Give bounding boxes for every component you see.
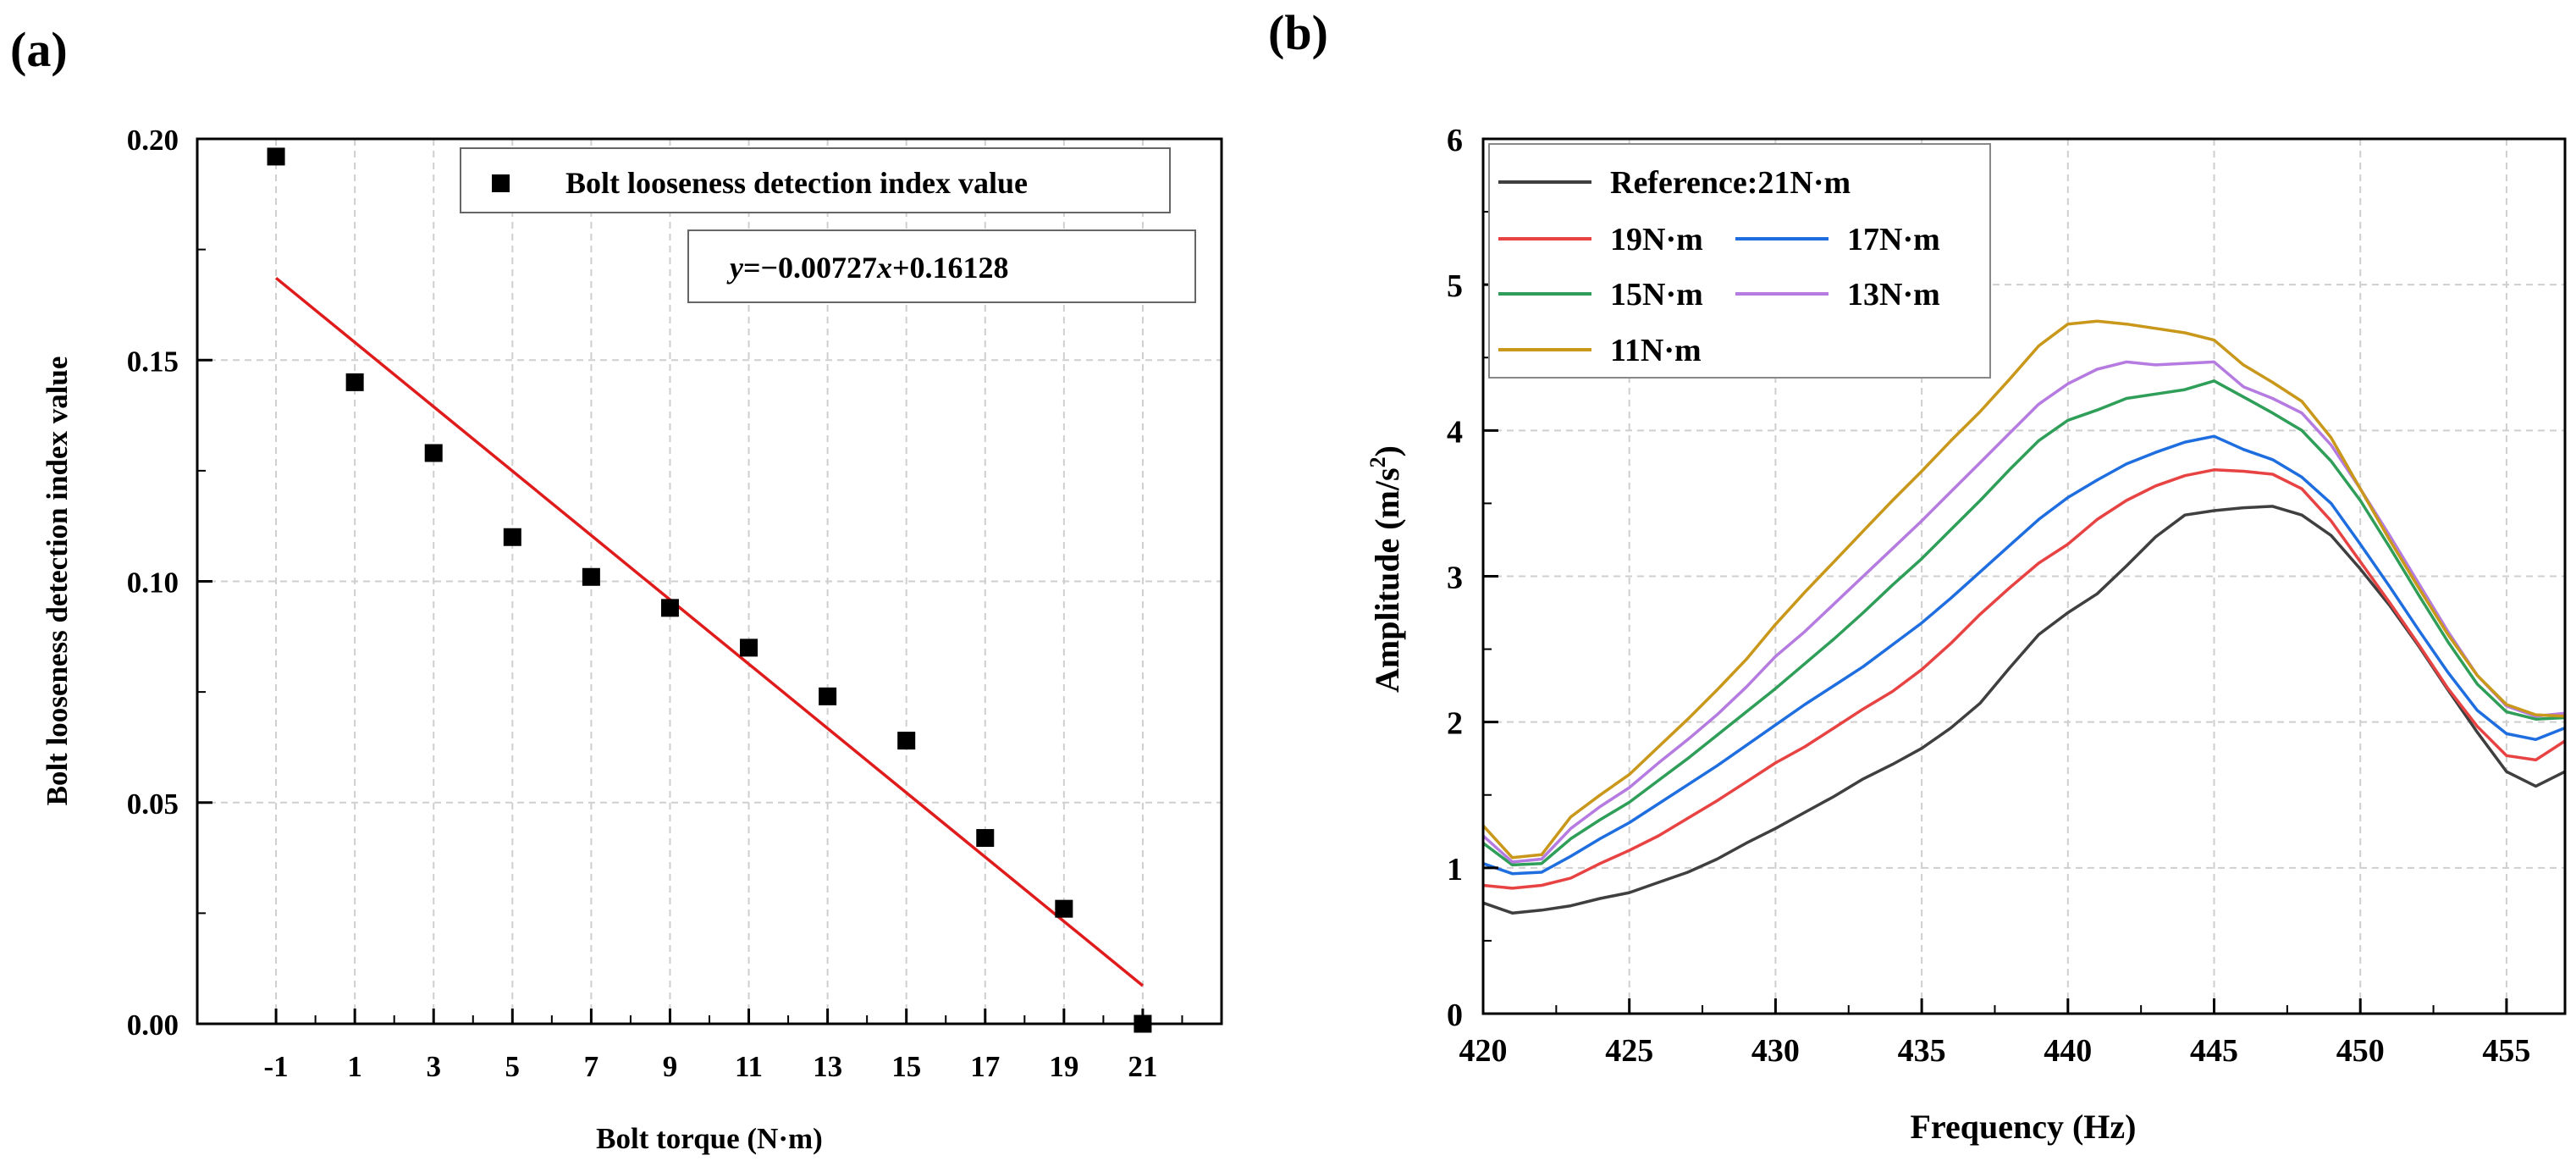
y-tick-label: 5 xyxy=(1447,268,1463,304)
data-point xyxy=(345,373,364,391)
legend-label-2: 17N·m xyxy=(1847,222,1940,257)
fit-line xyxy=(274,276,1145,987)
x-tick-label: 21 xyxy=(1128,1050,1157,1083)
x-tick-label: 430 xyxy=(1751,1033,1800,1069)
panel-a-y-axis-title: Bolt looseness detection index value xyxy=(41,357,74,806)
x-tick-label: 445 xyxy=(2190,1033,2238,1069)
y-tick-label: 1 xyxy=(1447,852,1463,887)
legend-label-3: 15N·m xyxy=(1610,277,1703,312)
y-axis-title-close: ) xyxy=(1368,445,1406,456)
data-point xyxy=(267,147,285,166)
x-tick-label: 15 xyxy=(891,1050,921,1083)
panel-a-label: (a) xyxy=(10,22,68,77)
data-point xyxy=(660,599,679,617)
panel-a-equation-text: y=−0.00727x+0.16128 xyxy=(726,251,1009,285)
data-point xyxy=(819,687,837,705)
x-tick-label: 420 xyxy=(1459,1033,1508,1069)
y-tick-label: 0.15 xyxy=(127,345,179,378)
x-tick-label: 11 xyxy=(735,1050,763,1083)
panel-a-x-axis-title: Bolt torque (N·m) xyxy=(596,1122,823,1155)
equation-intercept: +0.16128 xyxy=(892,251,1009,285)
panel-b-x-axis-title: Frequency (Hz) xyxy=(1911,1108,2137,1146)
legend-label-0: Reference:21N·m xyxy=(1610,165,1851,201)
series-line-4 xyxy=(1481,360,2566,864)
panel-b-y-axis-title: Amplitude (m/s2) xyxy=(1365,445,1406,693)
panel-b-legend: Reference:21N·m 19N·m 17N·m 15N·m 13N·m 11N·m xyxy=(1488,143,1991,379)
y-axis-title-main: Amplitude (m/s xyxy=(1368,467,1406,693)
x-tick-label: 7 xyxy=(584,1050,599,1083)
series-line-5 xyxy=(1481,319,2566,860)
panel-b-legend-items: Reference:21N·m 19N·m 17N·m 15N·m 13N·m 11N·m xyxy=(1498,165,1940,368)
x-tick-label: -1 xyxy=(263,1050,288,1083)
y-tick-label: 0.20 xyxy=(127,124,179,157)
x-tick-label: 435 xyxy=(1898,1033,1946,1069)
y-axis-title-superscript: 2 xyxy=(1365,456,1390,467)
series-line-3 xyxy=(1481,379,2566,867)
y-tick-label: 0 xyxy=(1447,998,1463,1033)
series-line-0 xyxy=(1482,505,2566,915)
y-tick-label: 0.10 xyxy=(127,567,179,600)
y-tick-label: 2 xyxy=(1447,706,1463,742)
panel-a-legend: Bolt looseness detection index value xyxy=(460,147,1171,213)
data-point xyxy=(740,639,758,657)
data-point xyxy=(582,567,600,586)
panel-b-ticks: 420 425 430 435 440 445 450 455 0 1 2 3 4 5 6 xyxy=(1447,123,2530,1069)
x-tick-label: 17 xyxy=(970,1050,1000,1083)
panel-a-ticks: -1 1 3 5 7 9 11 13 15 17 19 210.000.050.100.150.20 xyxy=(127,124,1183,1083)
panel-a-marks xyxy=(267,147,1152,1033)
y-tick-label: 0.05 xyxy=(127,788,179,821)
x-tick-label: 5 xyxy=(505,1050,521,1083)
y-tick-label: 0.00 xyxy=(127,1009,179,1042)
panel-a-fit-equation: y=−0.00727x+0.16128 xyxy=(687,229,1196,303)
equation-x-symbol: x xyxy=(876,251,892,285)
x-tick-label: 13 xyxy=(813,1050,842,1083)
x-tick-label: 19 xyxy=(1049,1050,1078,1083)
panel-a-equation-box xyxy=(687,229,1196,303)
panel-b-line-chart: 420 425 430 435 440 445 450 455 0 1 2 3 4 5 6 Frequenc… xyxy=(1365,123,2567,1146)
panel-a-legend-label: Bolt looseness detection index value xyxy=(565,166,1028,200)
data-point xyxy=(976,829,995,848)
y-tick-label: 4 xyxy=(1447,414,1463,450)
equation-slope: =−0.00727 xyxy=(743,251,877,285)
panel-b-marks xyxy=(1481,319,2566,915)
x-tick-label: 440 xyxy=(2044,1033,2092,1069)
x-tick-label: 455 xyxy=(2482,1033,2530,1069)
panel-a-legend-marker xyxy=(492,174,510,192)
x-tick-label: 9 xyxy=(663,1050,678,1083)
data-point xyxy=(1134,1014,1152,1033)
y-tick-label: 6 xyxy=(1447,123,1463,158)
data-point xyxy=(503,528,521,546)
panel-b-label: (b) xyxy=(1268,5,1328,60)
equation-y-symbol: y xyxy=(726,251,744,285)
legend-label-4: 13N·m xyxy=(1847,277,1940,312)
data-point xyxy=(424,444,443,462)
x-tick-label: 450 xyxy=(2336,1033,2385,1069)
panel-a-scatter-chart: -1 1 3 5 7 9 11 13 15 17 19 210.000.050.100.150.20 … xyxy=(41,124,1223,1155)
x-tick-label: 3 xyxy=(426,1050,441,1083)
legend-label-5: 11N·m xyxy=(1610,333,1702,368)
panel-a-legend-box xyxy=(460,147,1171,213)
x-tick-label: 425 xyxy=(1605,1033,1653,1069)
data-point xyxy=(897,732,916,750)
y-tick-label: 3 xyxy=(1447,561,1463,596)
legend-label-1: 19N·m xyxy=(1610,222,1703,257)
series-line-1 xyxy=(1482,468,2566,890)
x-tick-label: 1 xyxy=(347,1050,362,1083)
series-line-2 xyxy=(1482,434,2566,876)
data-point xyxy=(1055,899,1073,918)
